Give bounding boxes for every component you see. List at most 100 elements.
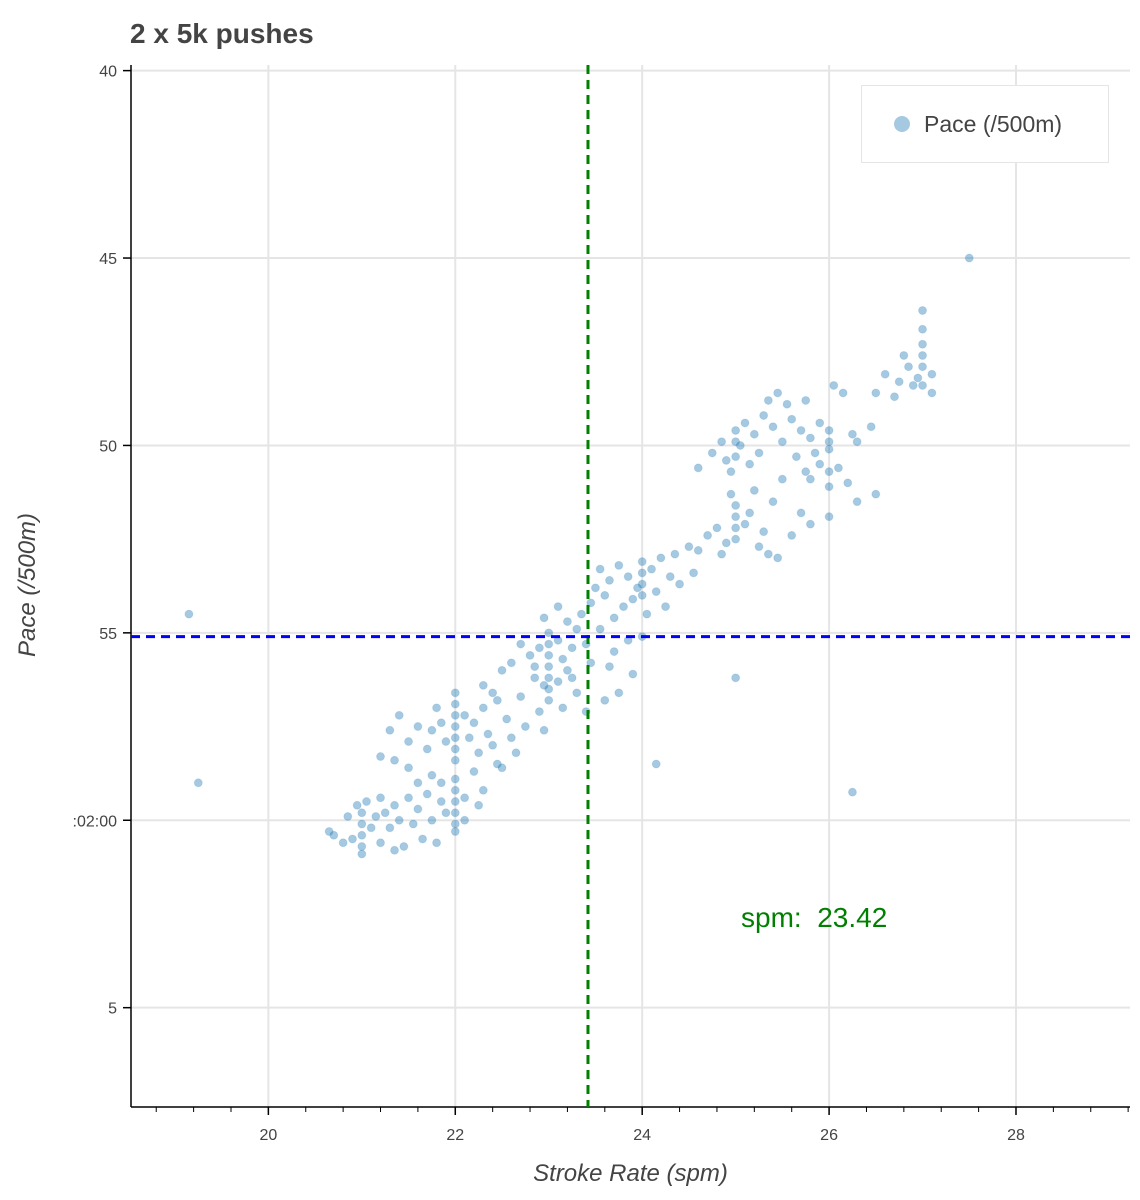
data-point	[852, 497, 862, 507]
data-point	[520, 722, 530, 732]
data-point	[399, 842, 409, 851]
data-point	[450, 733, 460, 743]
data-point	[712, 523, 722, 533]
data-point	[824, 467, 834, 477]
data-point	[623, 572, 633, 582]
data-point	[436, 797, 446, 807]
data-point	[530, 662, 540, 672]
data-point	[773, 388, 783, 398]
data-point	[731, 673, 741, 683]
data-point	[432, 703, 442, 713]
data-point	[707, 448, 717, 458]
data-point	[731, 512, 741, 522]
data-point	[918, 339, 928, 349]
data-point	[791, 452, 801, 462]
data-point	[633, 583, 643, 593]
data-point	[642, 609, 652, 619]
data-point	[595, 624, 605, 634]
data-point	[637, 568, 647, 578]
data-point	[488, 740, 498, 750]
data-point	[357, 842, 367, 851]
data-point	[357, 819, 367, 829]
data-point	[478, 680, 488, 690]
y-tick-label: :02:00	[73, 813, 118, 830]
data-point	[731, 425, 741, 435]
data-point	[745, 508, 755, 518]
data-point	[824, 482, 834, 492]
data-point	[516, 639, 526, 649]
data-point	[651, 759, 661, 769]
data-point	[829, 380, 839, 390]
data-point	[918, 380, 928, 390]
x-tick-label: 26	[820, 1127, 838, 1144]
data-point	[637, 590, 647, 600]
data-point	[670, 549, 680, 559]
data-point	[506, 658, 516, 668]
data-point	[609, 647, 619, 657]
data-point	[404, 793, 414, 803]
data-point	[759, 527, 769, 537]
data-point	[450, 785, 460, 795]
data-point	[469, 718, 479, 728]
legend: Pace (/500m)	[861, 85, 1109, 163]
data-point	[628, 669, 638, 679]
data-point	[474, 800, 484, 810]
data-point	[492, 695, 502, 705]
legend-label: Pace (/500m)	[924, 110, 1063, 137]
data-point	[497, 763, 507, 773]
data-point	[366, 823, 376, 833]
data-point	[422, 744, 432, 754]
data-point	[773, 553, 783, 563]
data-point	[338, 838, 348, 848]
data-point	[544, 639, 554, 649]
data-point	[805, 519, 815, 529]
data-point	[469, 767, 479, 777]
data-point	[385, 725, 395, 735]
data-point	[544, 684, 554, 694]
data-point	[539, 725, 549, 735]
data-point	[558, 654, 568, 664]
data-point	[586, 598, 596, 608]
data-point	[726, 489, 736, 499]
data-point	[385, 823, 395, 833]
chart-title: 2 x 5k pushes	[130, 18, 314, 49]
data-point	[502, 714, 512, 724]
data-point	[474, 748, 484, 758]
data-point	[763, 549, 773, 559]
data-point	[852, 437, 862, 447]
data-point	[815, 459, 825, 469]
data-point	[824, 425, 834, 435]
data-point	[497, 665, 507, 675]
data-point	[413, 804, 423, 814]
data-point	[544, 650, 554, 660]
data-point	[768, 422, 778, 432]
data-point	[777, 437, 787, 447]
x-tick-label: 22	[446, 1127, 464, 1144]
data-point	[754, 448, 764, 458]
data-point	[871, 388, 881, 398]
x-tick-label: 28	[1007, 1127, 1025, 1144]
data-point	[371, 812, 381, 822]
data-point	[357, 849, 367, 859]
data-point	[609, 613, 619, 623]
y-tick-label: 50	[99, 438, 117, 455]
data-point	[661, 602, 671, 612]
data-point	[357, 830, 367, 840]
data-point	[562, 665, 572, 675]
data-point	[600, 590, 610, 600]
data-point	[637, 557, 647, 567]
data-point	[352, 800, 362, 810]
data-point	[530, 673, 540, 683]
data-point	[450, 797, 460, 807]
data-point	[464, 733, 474, 743]
data-point	[460, 710, 470, 720]
data-point	[595, 564, 605, 574]
data-point	[376, 752, 386, 762]
data-point	[404, 737, 414, 747]
data-point	[759, 410, 769, 420]
data-point	[413, 778, 423, 788]
y-tick-label: 40	[99, 64, 117, 81]
data-point	[590, 583, 600, 593]
data-point	[562, 617, 572, 627]
